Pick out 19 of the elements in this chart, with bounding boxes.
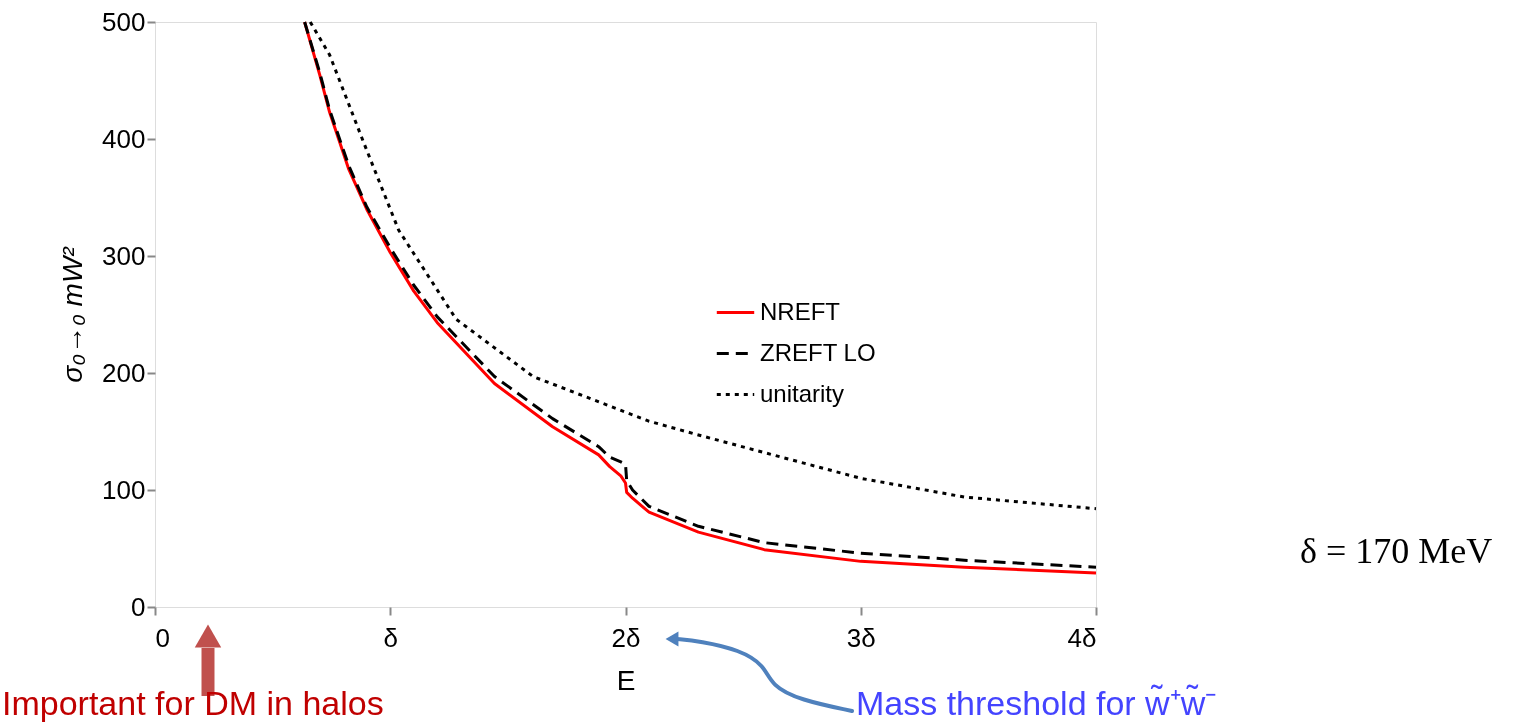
y-tick-label: 100 (102, 474, 146, 505)
x-tick-label: 2δ (611, 622, 641, 653)
y-tick-label: 0 (131, 591, 146, 622)
text: Mass threshold for w̃⁺w̃⁻ (856, 684, 1217, 722)
text: δ = 170 MeV (1300, 531, 1493, 571)
x-tick-label: 4δ (1067, 622, 1097, 653)
y-tick-label: 400 (102, 123, 146, 154)
x-tick-label: 3δ (846, 622, 876, 653)
y-axis-title: σ₀→₀ mW² (57, 245, 89, 383)
y-tick-label: 300 (102, 240, 146, 271)
text: Important for DM in halos (2, 684, 384, 722)
x-axis-title: E (616, 664, 636, 696)
y-tick-label: 200 (102, 357, 146, 388)
legend-label: NREFT (760, 297, 841, 325)
legend-label: unitarity (760, 379, 845, 407)
y-tick-label: 500 (102, 6, 146, 37)
x-tick-label: 0 (155, 622, 170, 653)
x-tick-label: δ (383, 622, 398, 653)
legend-label: ZREFT LO (760, 338, 876, 366)
